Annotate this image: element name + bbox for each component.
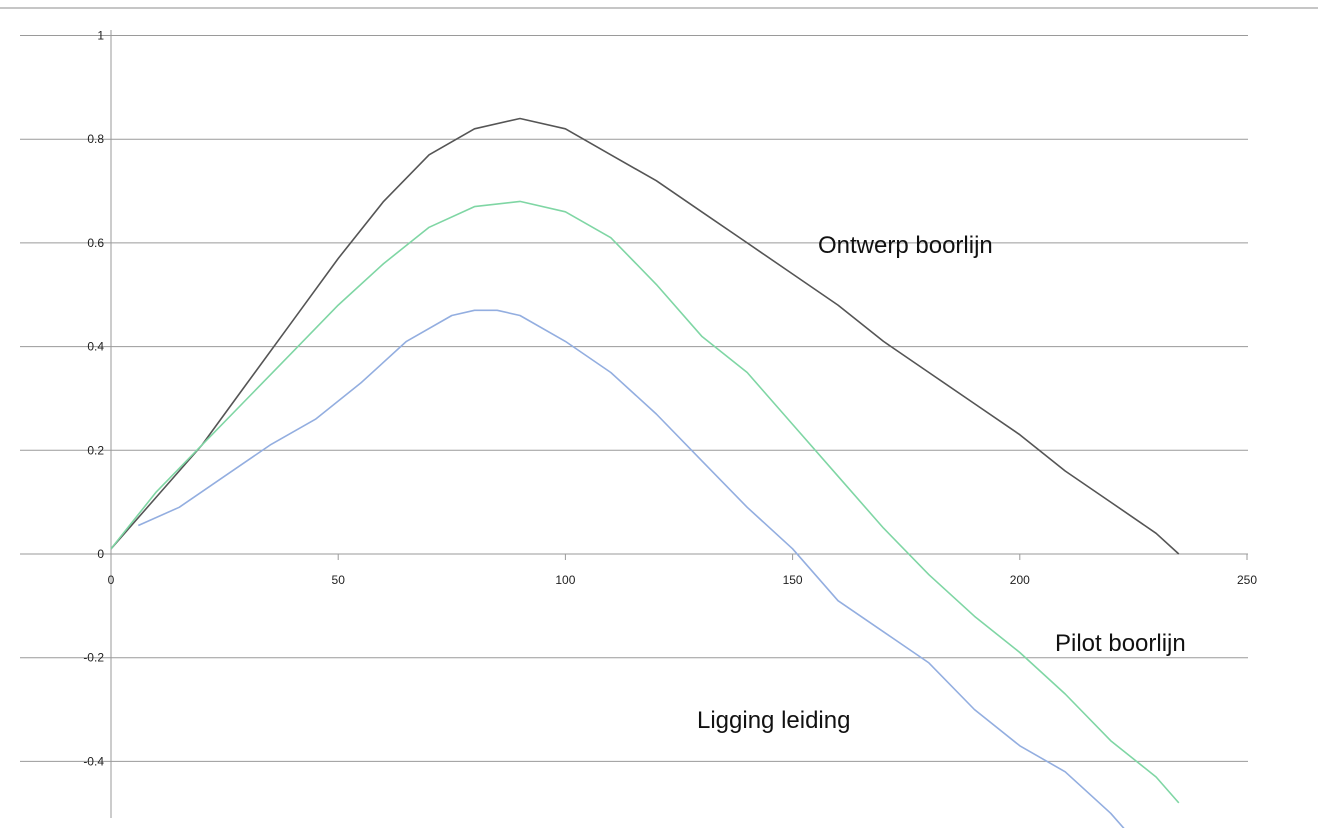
y-tick-label: 0.2 xyxy=(87,443,104,457)
x-tick-label: 150 xyxy=(783,573,803,587)
x-tick-label: 200 xyxy=(1010,573,1030,587)
series-lines xyxy=(110,117,1180,828)
x-tick-label: 250 xyxy=(1237,573,1257,587)
tick-labels: 1 0.8 0.6 0.4 0.2 0 -0.2 -0.4 0 50 100 150 200 250 xyxy=(83,29,1257,769)
series-line-pilot-boorlijn xyxy=(110,200,1180,804)
x-tick-label: 50 xyxy=(332,573,346,587)
y-tick-label: 0 xyxy=(97,547,104,561)
axes xyxy=(20,30,1248,818)
y-tick-label: 0.8 xyxy=(87,132,104,146)
series-line-ligging-leiding xyxy=(137,309,1125,828)
gridlines xyxy=(20,35,1248,762)
y-tick-label: 1 xyxy=(97,29,104,43)
x-tick-label: 0 xyxy=(108,573,115,587)
y-tick-label: -0.2 xyxy=(83,651,104,665)
series-label-ontwerp-boorlijn: Ontwerp boorlijn xyxy=(818,232,993,259)
y-tick-label: 0.4 xyxy=(87,340,104,354)
series-label-ligging-leiding: Ligging leiding xyxy=(697,707,850,734)
series-label-pilot-boorlijn: Pilot boorlijn xyxy=(1055,630,1186,657)
y-tick-label: -0.4 xyxy=(83,754,104,768)
y-tick-label: 0.6 xyxy=(87,236,104,250)
series-line-ontwerp-boorlijn xyxy=(110,117,1180,555)
series-labels: Ontwerp boorlijn Pilot boorlijn Ligging … xyxy=(697,232,1186,734)
x-tick-label: 100 xyxy=(555,573,575,587)
